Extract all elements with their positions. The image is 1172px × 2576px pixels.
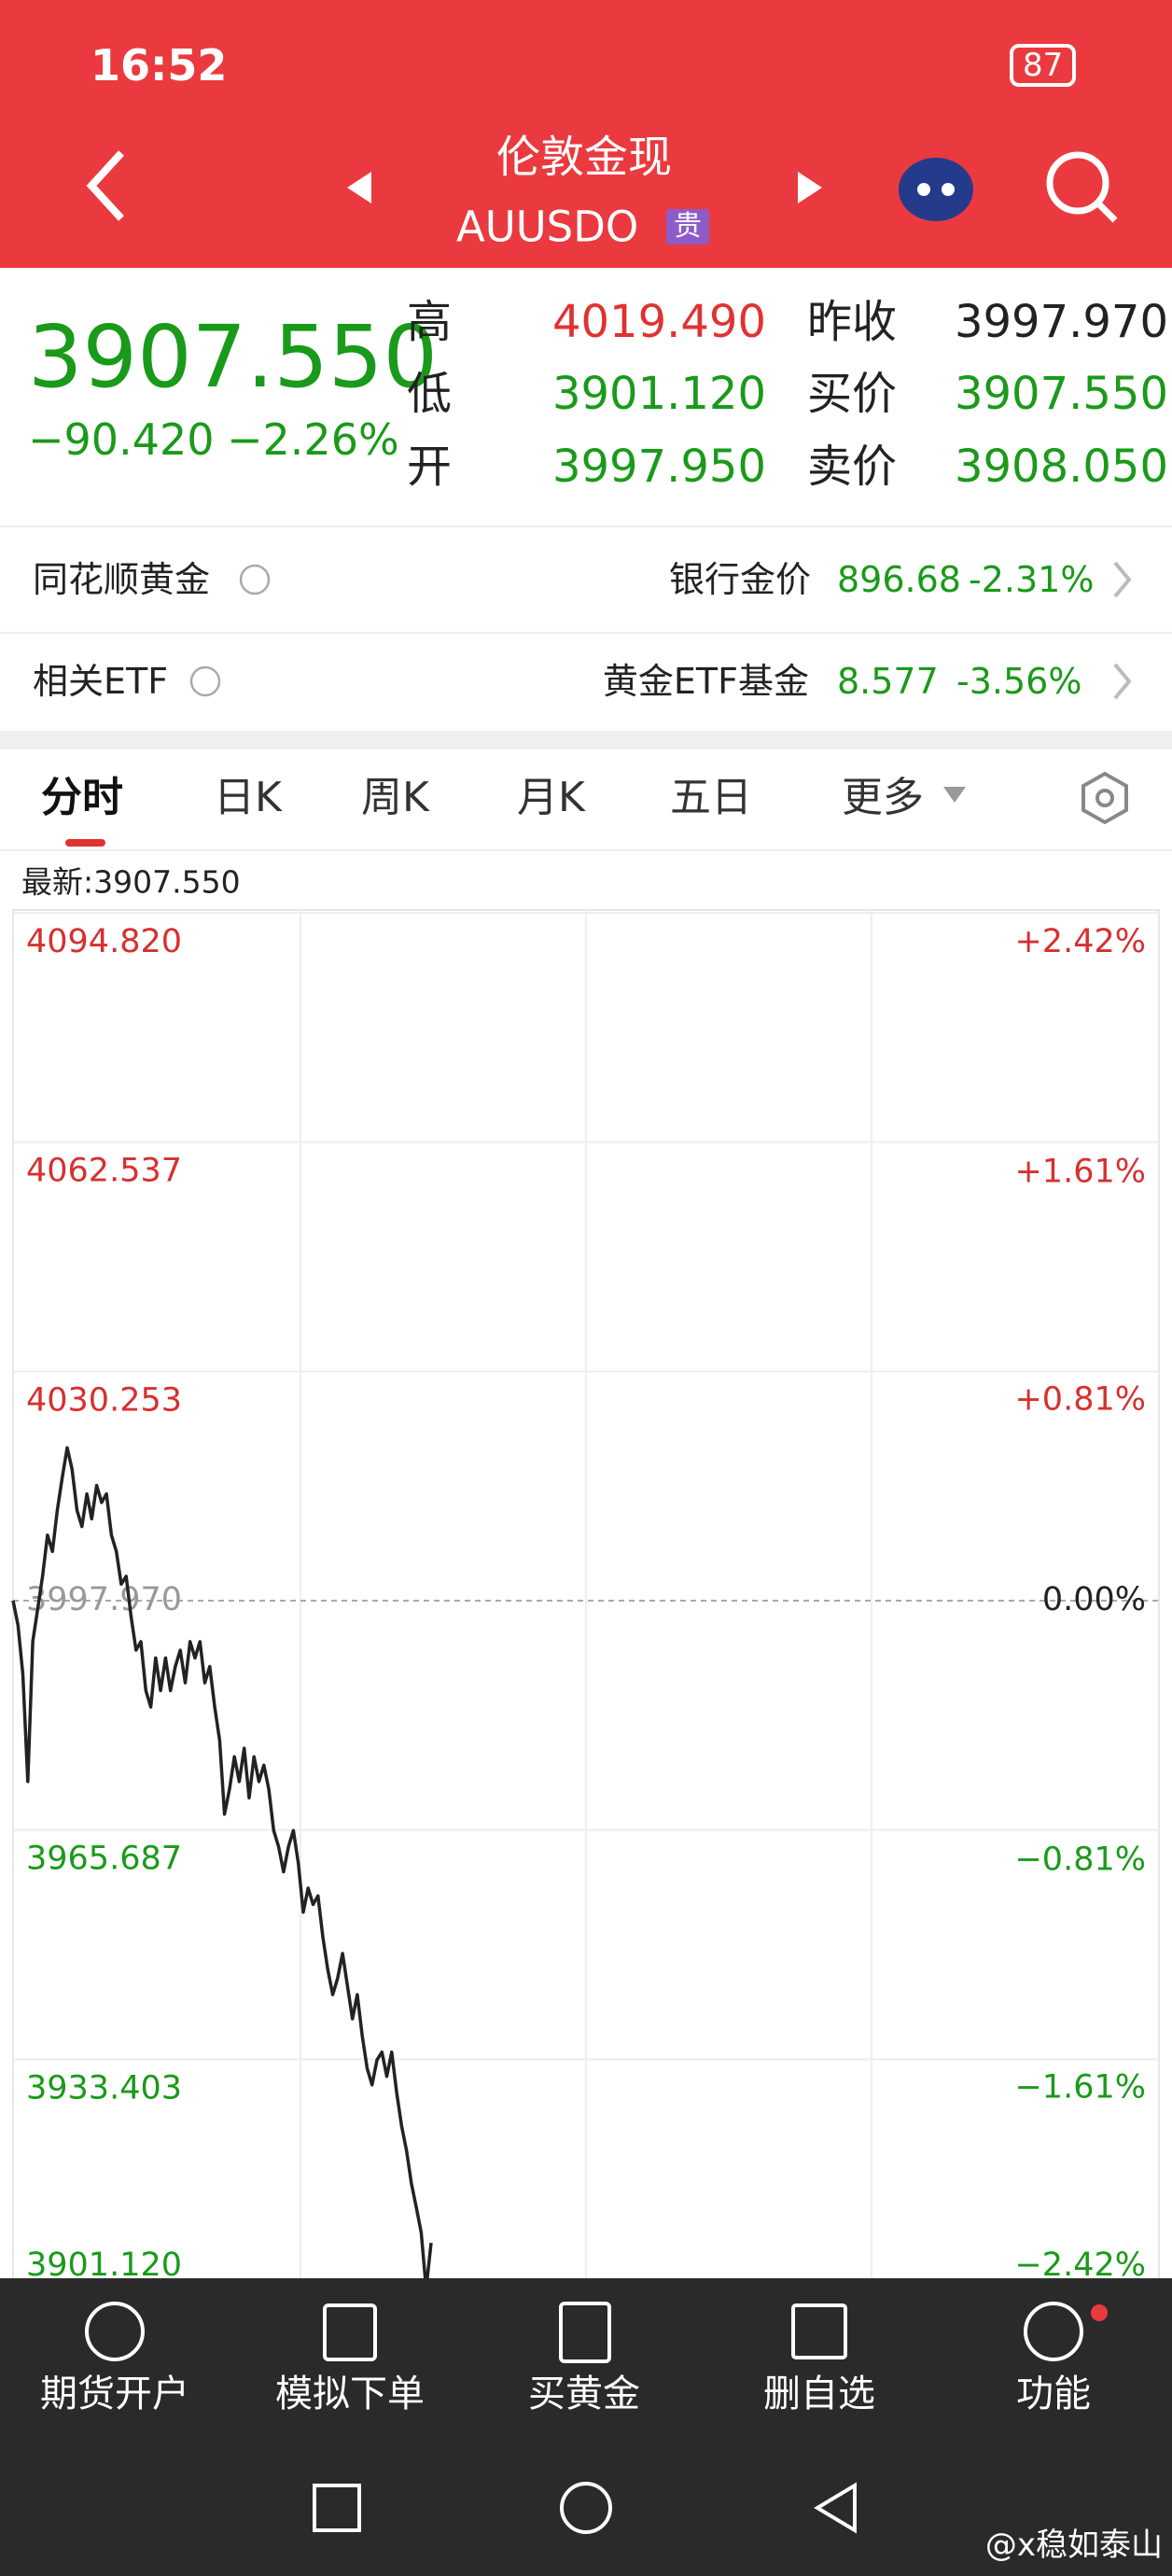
row-icons [0,561,1172,851]
y-tick-label: 3997.970 [26,1581,182,1618]
search[interactable] [1046,151,1109,215]
back[interactable] [86,150,124,221]
tab[interactable]: 分时 [41,774,123,821]
robot[interactable] [899,158,973,221]
field-label: 昨收 [807,296,898,348]
field-label: 低 [407,368,453,420]
field-value: 3908.050 [954,441,1168,493]
y-tick-label: 3901.120 [26,2247,182,2278]
next[interactable] [798,172,822,203]
divider [0,525,1172,527]
y-tick-label: 4030.253 [26,1381,182,1419]
latest: 最新:3907.550 [21,863,241,901]
related-pct: -2.31% [969,559,1095,600]
y-tick-label: 3933.403 [26,2069,182,2107]
related-value: 8.577 [837,661,939,702]
tab[interactable]: 日K [214,774,282,821]
tab[interactable]: 更多 [842,774,924,821]
change-pct: −2.26% [227,414,399,465]
divider [0,632,1172,634]
field-label: 卖价 [807,441,898,493]
battery: 87 [1010,44,1077,87]
time: 16:52 [91,40,228,91]
header-icons [86,150,1118,223]
y2-tick-label: +1.61% [1014,1154,1146,1191]
y2-tick-label: −1.61% [1014,2068,1146,2106]
nav-label[interactable]: 买黄金 [528,2373,640,2415]
title: 伦敦金现 [496,132,672,184]
field-value: 3997.970 [954,296,1168,348]
tab[interactable]: 周K [361,774,429,821]
nav-label[interactable]: 删自选 [763,2373,875,2415]
price: 3907.550 [28,307,438,407]
field-value: 3901.120 [551,368,766,420]
y2-tick-label: +0.81% [1014,1380,1146,1418]
tab[interactable]: 五日 [670,774,752,821]
y2-tick-label: 0.00% [1042,1581,1146,1618]
y-tick-label: 3965.687 [26,1841,182,1878]
watermark: @x稳如泰山 [984,2527,1163,2564]
badge: 贵 [666,209,709,245]
nav-label[interactable]: 期货开户 [40,2373,189,2415]
related-pct: -3.56% [956,661,1082,702]
nav-label[interactable]: 模拟下单 [275,2373,425,2415]
related-item[interactable]: 黄金ETF基金 [602,661,809,702]
related-value: 896.68 [837,559,961,600]
chart: 4094.820 4062.537 4030.253 3997.970 3965.687… [11,909,1160,2278]
field-label: 高 [407,296,453,348]
related-name[interactable]: 同花顺黄金 [33,559,211,600]
field-label: 开 [407,441,453,493]
field-label: 买价 [807,368,898,420]
y-tick-label: 4062.537 [26,1153,182,1190]
tab[interactable]: 月K [517,774,585,821]
header-bar: 16:52 87 伦敦金现 AUUSDO 贵 [0,0,1172,268]
y-tick-label: 4094.820 [26,923,182,960]
tab-indicator [65,839,105,847]
y2-tick-label: −0.81% [1014,1841,1146,1879]
prev[interactable] [347,172,371,203]
price-line [11,1446,433,2278]
field-value: 3907.550 [954,368,1168,420]
nav-label[interactable]: 功能 [1016,2373,1091,2415]
y2-tick-label: −2.42% [1014,2247,1146,2278]
related-name[interactable]: 相关ETF [33,661,169,702]
field-value: 3997.950 [551,441,766,493]
related-item[interactable]: 银行金价 [668,559,811,600]
code: AUUSDO [456,202,639,252]
y2-tick-label: +2.42% [1014,923,1146,960]
field-value: 4019.490 [551,296,766,348]
divider [0,731,1172,749]
change: −90.420 [28,414,215,465]
